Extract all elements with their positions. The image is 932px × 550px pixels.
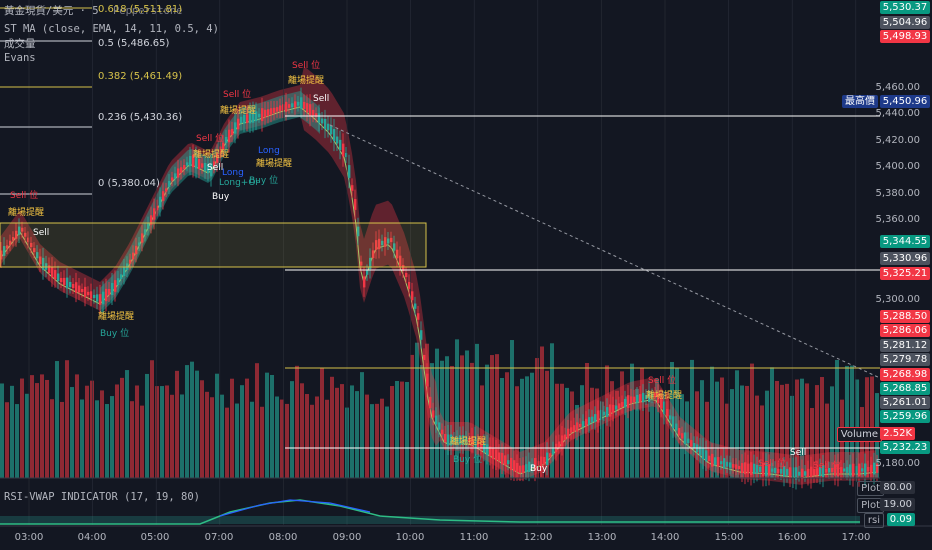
fib-label-0: 0 (5,380.04) <box>98 178 160 189</box>
price-tick: 5,420.00 <box>875 135 920 146</box>
time-tick: 17:00 <box>841 532 871 543</box>
long-short-label: Long+Or <box>219 178 260 188</box>
rsi-pane <box>0 499 860 525</box>
price-tag: 5,504.96 <box>880 16 930 29</box>
price-tick: 5,360.00 <box>875 214 920 225</box>
long-label: Long <box>222 168 244 178</box>
fib-label-0382: 0.382 (5,461.49) <box>98 71 183 82</box>
time-tick: 04:00 <box>77 532 107 543</box>
price-tag: 5,268.85 <box>880 382 930 395</box>
price-tick: 5,400.00 <box>875 161 920 172</box>
exit-alert-label: 離場提醒 <box>450 437 487 447</box>
price-tag: 5,330.96 <box>880 252 930 265</box>
price-tick: 5,180.00 <box>875 458 920 469</box>
price-tag: 5,279.78 <box>880 353 930 366</box>
sell-signal-label: Sell 位 <box>10 191 39 201</box>
symbol-title[interactable]: 黃金現貨/美元 · 5 Pepperstone <box>4 4 182 18</box>
time-tick: 11:00 <box>459 532 489 543</box>
levels <box>0 0 932 527</box>
price-tag: 5,286.06 <box>880 324 930 337</box>
fib-label-0618: 0.618 (5,511.81) <box>98 4 183 15</box>
volume-legend[interactable]: 成交量 <box>4 38 36 50</box>
sell-label: Sell <box>313 94 330 104</box>
rsi-title[interactable]: RSI-VWAP INDICATOR (17, 19, 80) <box>4 491 200 503</box>
buy-signal-label: Buy 位 <box>453 455 483 465</box>
sell-signal-label: Sell 位 <box>196 134 225 144</box>
symbol-name: 黃金現貨/美元 · 5 <box>4 5 99 17</box>
price-tag: 5,344.55 <box>880 235 930 248</box>
rsi-value: 0.09 <box>886 513 915 526</box>
time-tick: 15:00 <box>714 532 744 543</box>
high-price-label: 最高價 <box>842 95 878 108</box>
broker-name: Pepperstone <box>112 5 183 17</box>
price-tag: 5,530.37 <box>880 1 930 14</box>
price-tag: 5,288.50 <box>880 310 930 323</box>
volume-value: 2.52K <box>880 427 915 440</box>
exit-alert-label: 離場提醒 <box>256 159 293 169</box>
exit-alert-label: 離場提醒 <box>288 76 325 86</box>
buy-signal-label: Buy 位 <box>249 176 279 186</box>
sell-label: Sell <box>790 448 807 458</box>
price-tick: 5,460.00 <box>875 82 920 93</box>
plot-value: 19.00 <box>880 498 915 511</box>
price-tick: 5,440.00 <box>875 108 920 119</box>
exit-alert-label: 離場提醒 <box>98 312 135 322</box>
price-tag: 5,281.12 <box>880 339 930 352</box>
price-tag: 5,259.96 <box>880 410 930 423</box>
exit-alert-label: 離場提醒 <box>8 208 45 218</box>
exit-alert-label: 離場提醒 <box>193 150 230 160</box>
time-tick: 13:00 <box>587 532 617 543</box>
price-tag: 5,268.98 <box>880 368 930 381</box>
time-tick: 05:00 <box>140 532 170 543</box>
time-tick: 14:00 <box>650 532 680 543</box>
ma-legend[interactable]: ST MA (close, EMA, 14, 11, 0.5, 4) <box>4 23 219 35</box>
candles <box>0 87 879 490</box>
plot-value: 80.00 <box>880 481 915 494</box>
time-tick: 12:00 <box>523 532 553 543</box>
rsi-label: rsi <box>863 513 884 528</box>
time-tick: 16:00 <box>777 532 807 543</box>
exit-alert-label: 離場提醒 <box>646 391 683 401</box>
fib-label-0236: 0.236 (5,430.36) <box>98 112 183 123</box>
time-tick: 03:00 <box>14 532 44 543</box>
price-tag: 5,261.01 <box>880 396 930 409</box>
exit-alert-label: 離場提醒 <box>220 106 257 116</box>
sell-label: Sell <box>207 163 224 173</box>
zone-box <box>0 222 427 268</box>
time-tick: 08:00 <box>268 532 298 543</box>
sell-signal-label: Sell 位 <box>292 61 321 71</box>
long-label: Long <box>258 146 280 156</box>
high-price-tag: 5,450.96 <box>880 95 930 108</box>
sell-signal-label: Sell 位 <box>648 376 677 386</box>
price-tag: 5,232.23 <box>880 441 930 454</box>
buy-label: Buy <box>212 192 230 202</box>
price-tag: 5,498.93 <box>880 30 930 43</box>
trend-line <box>329 124 881 379</box>
sell-signal-label: Sell 位 <box>813 461 842 471</box>
time-tick: 07:00 <box>204 532 234 543</box>
time-tick: 09:00 <box>332 532 362 543</box>
time-tick: 10:00 <box>395 532 425 543</box>
sell-signal-label: Sell 位 <box>223 90 252 100</box>
sell-label: Sell <box>33 228 50 238</box>
buy-label: Buy <box>530 464 548 474</box>
price-tick: 5,380.00 <box>875 188 920 199</box>
fib-label-05: 0.5 (5,486.65) <box>98 38 170 49</box>
evans-legend[interactable]: Evans <box>4 52 36 64</box>
price-tick: 5,300.00 <box>875 294 920 305</box>
sell-signal-label: Sell 位 <box>758 459 787 469</box>
price-tag: 5,325.21 <box>880 267 930 280</box>
buy-signal-label: Buy 位 <box>100 329 130 339</box>
volume-label: Volume <box>836 427 882 442</box>
